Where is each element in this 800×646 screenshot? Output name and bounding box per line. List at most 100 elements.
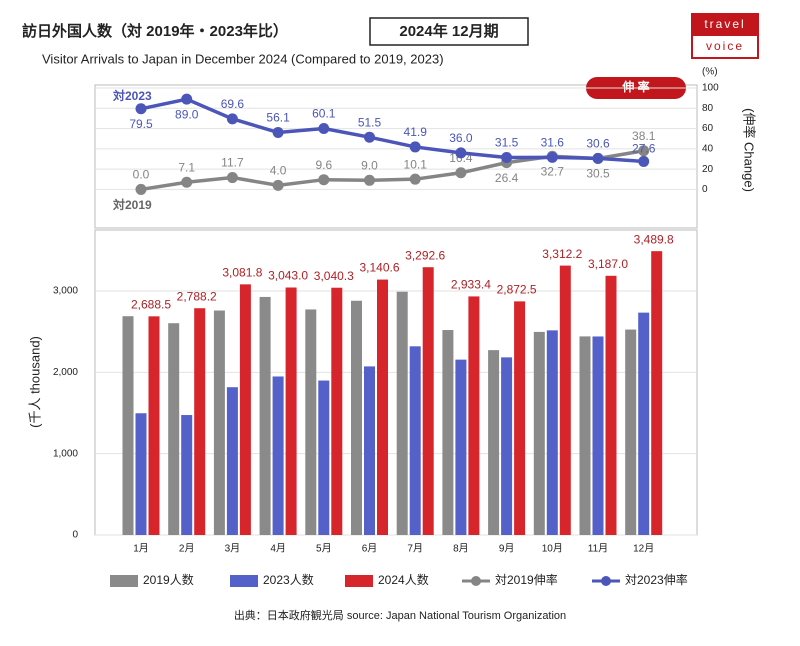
bar [651, 251, 663, 535]
data-label: 2,872.5 [497, 283, 537, 297]
bar [546, 330, 558, 535]
x-tick-label: 3月 [225, 543, 241, 555]
bar [168, 323, 180, 535]
series-annotation: 対2023 [112, 88, 152, 103]
y2-tick-label: 40 [702, 143, 714, 154]
data-label: 0.0 [133, 168, 150, 182]
legend-label: 2024人数 [378, 572, 429, 587]
source: 出典：日本政府観光局 source: Japan National Touris… [234, 608, 566, 622]
y2-tick-label: 100 [702, 83, 719, 94]
point [135, 103, 147, 115]
bar [533, 331, 545, 535]
point [501, 151, 513, 163]
data-label: 3,081.8 [222, 266, 262, 280]
bar [488, 350, 500, 535]
x-tick-label: 5月 [316, 543, 332, 555]
data-label: 3,043.0 [268, 269, 308, 283]
y2-label: (伸率 Change) [742, 108, 757, 192]
bar [331, 287, 343, 535]
bar [272, 376, 284, 535]
y2-tick-label: 80 [702, 103, 714, 114]
logo-text: travel [704, 17, 745, 31]
data-label: 2,933.4 [451, 278, 491, 292]
legend-label: 対2019伸率 [495, 572, 558, 587]
data-label: 32.7 [541, 164, 565, 178]
data-label: 7.1 [178, 160, 195, 174]
bar [455, 359, 467, 535]
line [140, 97, 644, 164]
point [318, 174, 330, 186]
point [181, 176, 193, 188]
point [181, 93, 193, 105]
bar [194, 308, 206, 535]
bar [351, 300, 362, 535]
bar [514, 301, 526, 535]
badge-text: 伸 率 [621, 79, 649, 94]
logo-band [692, 14, 758, 36]
data-label: 3,489.8 [634, 232, 674, 246]
x-tick-label: 4月 [270, 543, 286, 555]
x-tick-label: 6月 [362, 543, 378, 555]
data-label: 89.0 [175, 107, 199, 121]
bar [396, 291, 408, 535]
period: 2024年 12月期 [399, 22, 498, 40]
data-label: 3,040.3 [314, 269, 354, 283]
y2-tick-label: 20 [702, 164, 714, 175]
bar [377, 279, 388, 535]
bar [305, 309, 317, 535]
bar [625, 329, 637, 535]
data-label: 3,292.6 [405, 248, 445, 262]
bar [592, 336, 604, 535]
data-label: 38.1 [632, 129, 656, 143]
legend-label: 対2023伸率 [625, 572, 688, 587]
point [135, 183, 147, 195]
legend-swatch [230, 575, 258, 587]
y2-tick-label: 60 [702, 123, 714, 134]
legend-swatch [471, 576, 481, 586]
bar [181, 415, 193, 535]
logo-text: voice [706, 39, 744, 53]
x-tick-label: 9月 [499, 543, 515, 555]
bar [442, 330, 454, 535]
data-label: 4.0 [270, 164, 287, 178]
x-tick-label: 11月 [588, 543, 608, 555]
legend-label: 2023人数 [263, 572, 314, 587]
data-label: 26.4 [495, 171, 519, 185]
data-label: 36.0 [449, 131, 473, 145]
data-label: 3,140.6 [359, 261, 399, 275]
legend-swatch [601, 576, 611, 586]
data-label: 31.5 [495, 136, 519, 150]
data-label: 27.6 [632, 142, 656, 156]
data-label: 9.0 [361, 158, 378, 172]
top-panel [94, 84, 698, 229]
point [226, 113, 238, 125]
bar [122, 316, 134, 535]
y-tick-label: 2,000 [53, 367, 78, 378]
point [638, 145, 650, 157]
legend-swatch [110, 575, 138, 587]
x-tick-label: 7月 [407, 543, 423, 555]
data-label: 3,187.0 [588, 257, 628, 271]
x-tick-label: 1月 [133, 543, 149, 555]
y-tick-label: 1,000 [53, 448, 78, 459]
data-label: 41.9 [404, 125, 428, 139]
data-label: 11.7 [221, 156, 244, 170]
point [455, 167, 467, 179]
data-label: 2,688.5 [131, 298, 171, 312]
bar [259, 296, 271, 535]
data-label: 30.6 [586, 137, 610, 151]
bar [638, 312, 650, 535]
title: 訪日外国人数（対 2019年・2023年比） [22, 22, 288, 40]
period-box [369, 17, 529, 46]
point [226, 172, 238, 184]
x-tick-label: 12月 [633, 543, 654, 555]
point [272, 179, 284, 191]
subtitle: Visitor Arrivals to Japan in December 20… [42, 51, 444, 66]
bar [409, 346, 421, 535]
y-tick-label: 3,000 [53, 286, 78, 297]
bar [468, 296, 480, 535]
x-tick-label: 8月 [453, 543, 469, 555]
point [592, 152, 604, 164]
point [318, 122, 330, 134]
x-tick-label: 2月 [179, 543, 195, 555]
